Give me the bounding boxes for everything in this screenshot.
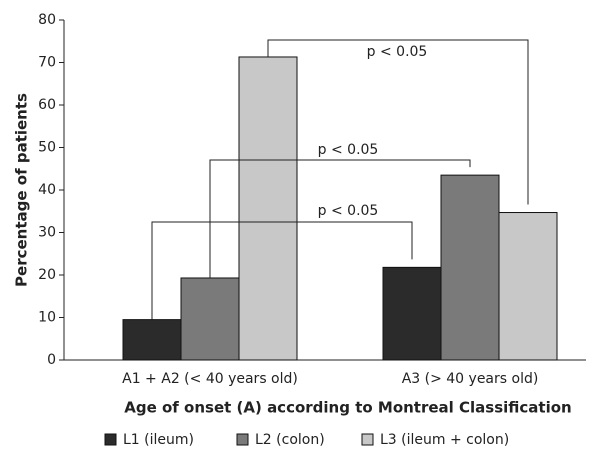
legend-label: L2 (colon)	[255, 432, 325, 448]
x-tick-label: A3 (> 40 years old)	[402, 371, 539, 387]
y-tick-label: 10	[38, 310, 56, 326]
bar	[180, 277, 240, 361]
legend-swatch	[361, 433, 374, 446]
y-axis-title: Percentage of patients	[13, 93, 31, 287]
bar	[122, 319, 182, 361]
x-tick-label: A1 + A2 (< 40 years old)	[122, 371, 298, 387]
y-tick-label: 50	[38, 140, 56, 156]
legend-label: L1 (ileum)	[123, 432, 194, 448]
significance-bracket	[209, 159, 471, 278]
y-tick-label: 30	[38, 225, 56, 241]
annotation: p < 0.05	[318, 203, 379, 219]
y-tick-label: 20	[38, 267, 56, 283]
legend-swatch	[236, 433, 249, 446]
x-axis-title: Age of onset (A) according to Montreal C…	[124, 399, 571, 417]
y-tick-label: 40	[38, 182, 56, 198]
significance-bracket	[267, 39, 529, 205]
y-tick-label: 80	[38, 12, 56, 28]
legend-swatch	[104, 433, 117, 446]
annotation: p < 0.05	[367, 44, 428, 60]
significance-bracket	[151, 221, 413, 320]
legend-label: L3 (ileum + colon)	[380, 432, 509, 448]
bar	[238, 56, 298, 361]
y-tick-label: 60	[38, 97, 56, 113]
y-tick-label: 70	[38, 55, 56, 71]
bar	[382, 266, 442, 361]
bar	[498, 212, 558, 361]
annotation: p < 0.05	[318, 142, 379, 158]
y-tick-label: 0	[47, 352, 56, 368]
bar	[440, 174, 500, 361]
